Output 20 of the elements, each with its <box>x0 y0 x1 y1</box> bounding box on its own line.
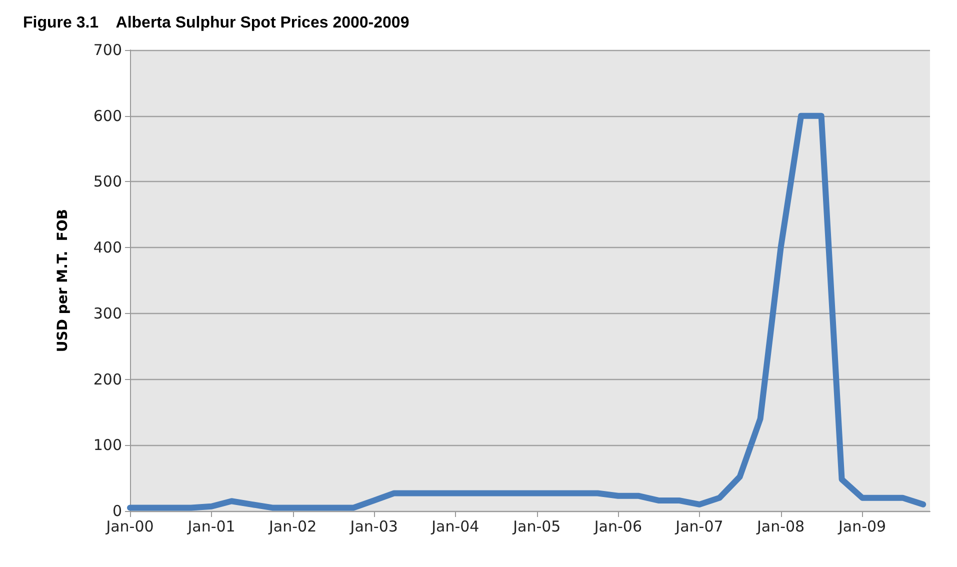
y-tick-label: 0 <box>112 502 122 520</box>
chart-title: Figure 3.1 Alberta Sulphur Spot Prices 2000-2009 <box>23 14 410 32</box>
x-tick-label: Jan-03 <box>349 518 398 536</box>
y-tick-label: 700 <box>93 41 122 59</box>
x-tick-label: Jan-05 <box>512 518 561 536</box>
x-tick-label: Jan-01 <box>186 518 236 536</box>
x-tick-label: Jan-09 <box>837 518 886 536</box>
y-tick-label: 300 <box>93 304 122 322</box>
x-tick-label: Jan-02 <box>268 518 317 536</box>
x-tick-label: Jan-06 <box>593 518 642 536</box>
y-tick-label: 400 <box>93 238 122 257</box>
y-tick-label: 200 <box>93 370 122 388</box>
y-axis-title: USD per M.T. FOB <box>55 208 71 352</box>
x-tick-label: Jan-00 <box>105 518 154 536</box>
x-tick-label: Jan-08 <box>756 518 805 536</box>
x-tick-label: Jan-07 <box>674 518 724 536</box>
y-tick-label: 500 <box>93 172 122 191</box>
y-tick-label: 600 <box>93 106 122 125</box>
y-tick-label: 100 <box>93 436 122 454</box>
x-tick-label: Jan-04 <box>430 518 480 536</box>
